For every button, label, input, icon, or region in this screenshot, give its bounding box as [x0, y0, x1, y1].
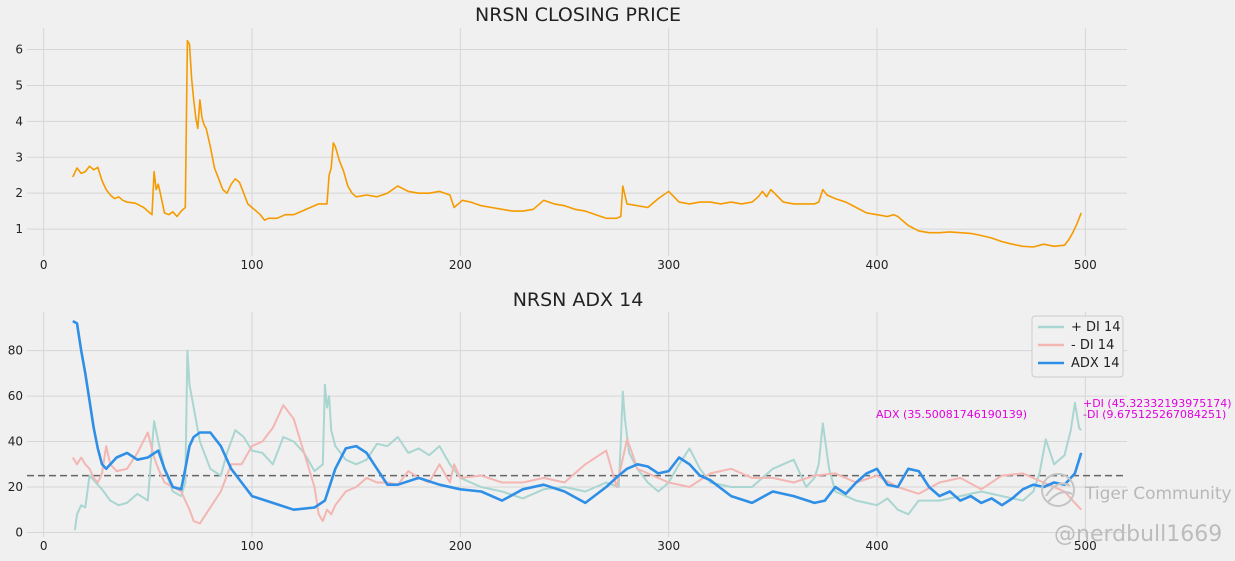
tiger-logo-icon	[1041, 473, 1075, 507]
watermark-brand: Tiger Community	[1084, 484, 1232, 504]
x-tick-label: 500	[1074, 539, 1097, 553]
x-tick-label: 400	[866, 258, 889, 272]
x-tick-label: 100	[241, 539, 264, 553]
x-tick-label: 300	[657, 258, 680, 272]
minus-di-value-annotation: -DI (9.675125267084251)	[1083, 408, 1226, 421]
y-tick-label: 4	[15, 114, 23, 128]
y-tick-label: 3	[15, 150, 23, 164]
series-di-14	[71, 404, 1082, 525]
x-tick-label: 0	[40, 258, 48, 272]
x-tick-label: 200	[449, 258, 472, 272]
x-tick-label: 500	[1074, 258, 1097, 272]
closing-price-series	[72, 39, 1082, 248]
x-tick-label: 0	[40, 539, 48, 553]
y-tick-label: 0	[15, 525, 23, 539]
x-tick-label: 400	[866, 539, 889, 553]
x-tick-label: 300	[657, 539, 680, 553]
closing-price-grid	[27, 28, 1127, 256]
series-di-14	[73, 349, 1082, 531]
closing-price-chart: 0 100 200 300 400 500 1 2 3 4 5 6 NRSN CLOSING PRIC…	[15, 4, 1127, 272]
adx-plot-area	[27, 312, 1127, 537]
series-closing-price	[72, 39, 1082, 248]
adx-chart: 0 100 200 300 400 500 0 20 40 60 80 NRSN ADX 14 AD…	[8, 289, 1232, 553]
y-tick-label: 6	[15, 43, 23, 57]
legend-label-plus-di: + DI 14	[1071, 320, 1121, 335]
plus-di-value-annotation: +DI (45.32332193975174)	[1083, 397, 1231, 410]
adx-series	[71, 319, 1083, 531]
x-tick-label: 100	[241, 258, 264, 272]
adx-title: NRSN ADX 14	[513, 289, 644, 311]
y-tick-label: 1	[15, 222, 23, 236]
watermark-handle: @nerdbull1669	[1054, 522, 1222, 547]
y-tick-label: 80	[8, 344, 23, 358]
adx-annotations: ADX (35.50081746190139) +DI (45.32332193…	[876, 397, 1231, 421]
series-adx-14	[72, 319, 1083, 512]
y-tick-label: 2	[15, 186, 23, 200]
closing-price-plot-area	[27, 28, 1127, 256]
adx-value-annotation: ADX (35.50081746190139)	[876, 408, 1027, 421]
legend-label-adx: ADX 14	[1071, 356, 1119, 371]
x-tick-label: 200	[449, 539, 472, 553]
y-tick-label: 5	[15, 78, 23, 92]
y-tick-label: 60	[8, 389, 23, 403]
y-tick-label: 40	[8, 435, 23, 449]
adx-legend: + DI 14 - DI 14 ADX 14	[1031, 315, 1124, 378]
watermark: Tiger Community @nerdbull1669	[1041, 473, 1232, 547]
closing-price-ticks: 0 100 200 300 400 500 1 2 3 4 5 6	[15, 43, 1096, 272]
closing-price-title: NRSN CLOSING PRICE	[475, 4, 681, 26]
adx-ticks: 0 100 200 300 400 500 0 20 40 60 80	[8, 344, 1097, 553]
legend-label-minus-di: - DI 14	[1071, 338, 1114, 353]
y-tick-label: 20	[8, 480, 23, 494]
tiger-logo-stripe-icon	[1045, 482, 1073, 503]
